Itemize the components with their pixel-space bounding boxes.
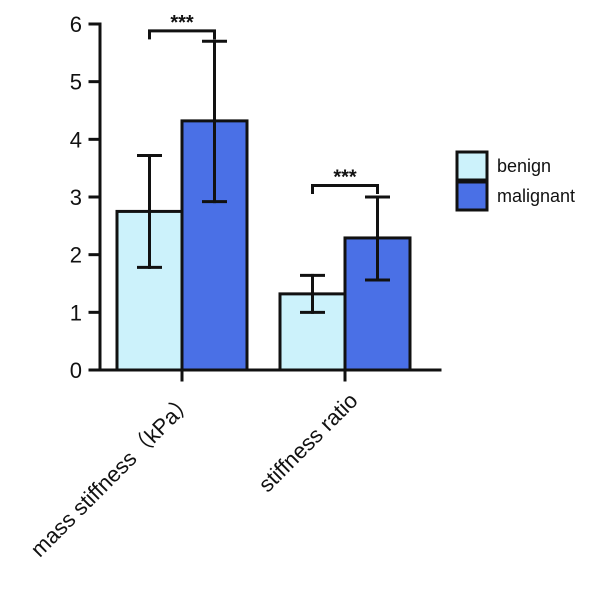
significance-bracket: [148, 29, 216, 40]
legend-label-benign: benign: [497, 156, 551, 176]
significance-label: ***: [170, 12, 194, 34]
y-tick-label: 2: [70, 243, 82, 268]
significance-label: ***: [333, 166, 357, 188]
y-tick-label: 6: [70, 12, 82, 37]
legend-label-malignant: malignant: [497, 186, 575, 206]
y-tick-label: 3: [70, 185, 82, 210]
category-label: stiffness ratio: [253, 388, 362, 497]
y-tick-label: 4: [70, 127, 82, 152]
significance-bracket: [311, 183, 379, 194]
legend-swatch-benign: [455, 150, 489, 182]
y-tick-label: 5: [70, 70, 82, 95]
category-label: mass stiffness（kPa）: [26, 388, 200, 562]
y-tick-label: 1: [70, 300, 82, 325]
y-tick-label: 0: [70, 358, 82, 383]
legend-swatch-malignant: [455, 180, 489, 212]
